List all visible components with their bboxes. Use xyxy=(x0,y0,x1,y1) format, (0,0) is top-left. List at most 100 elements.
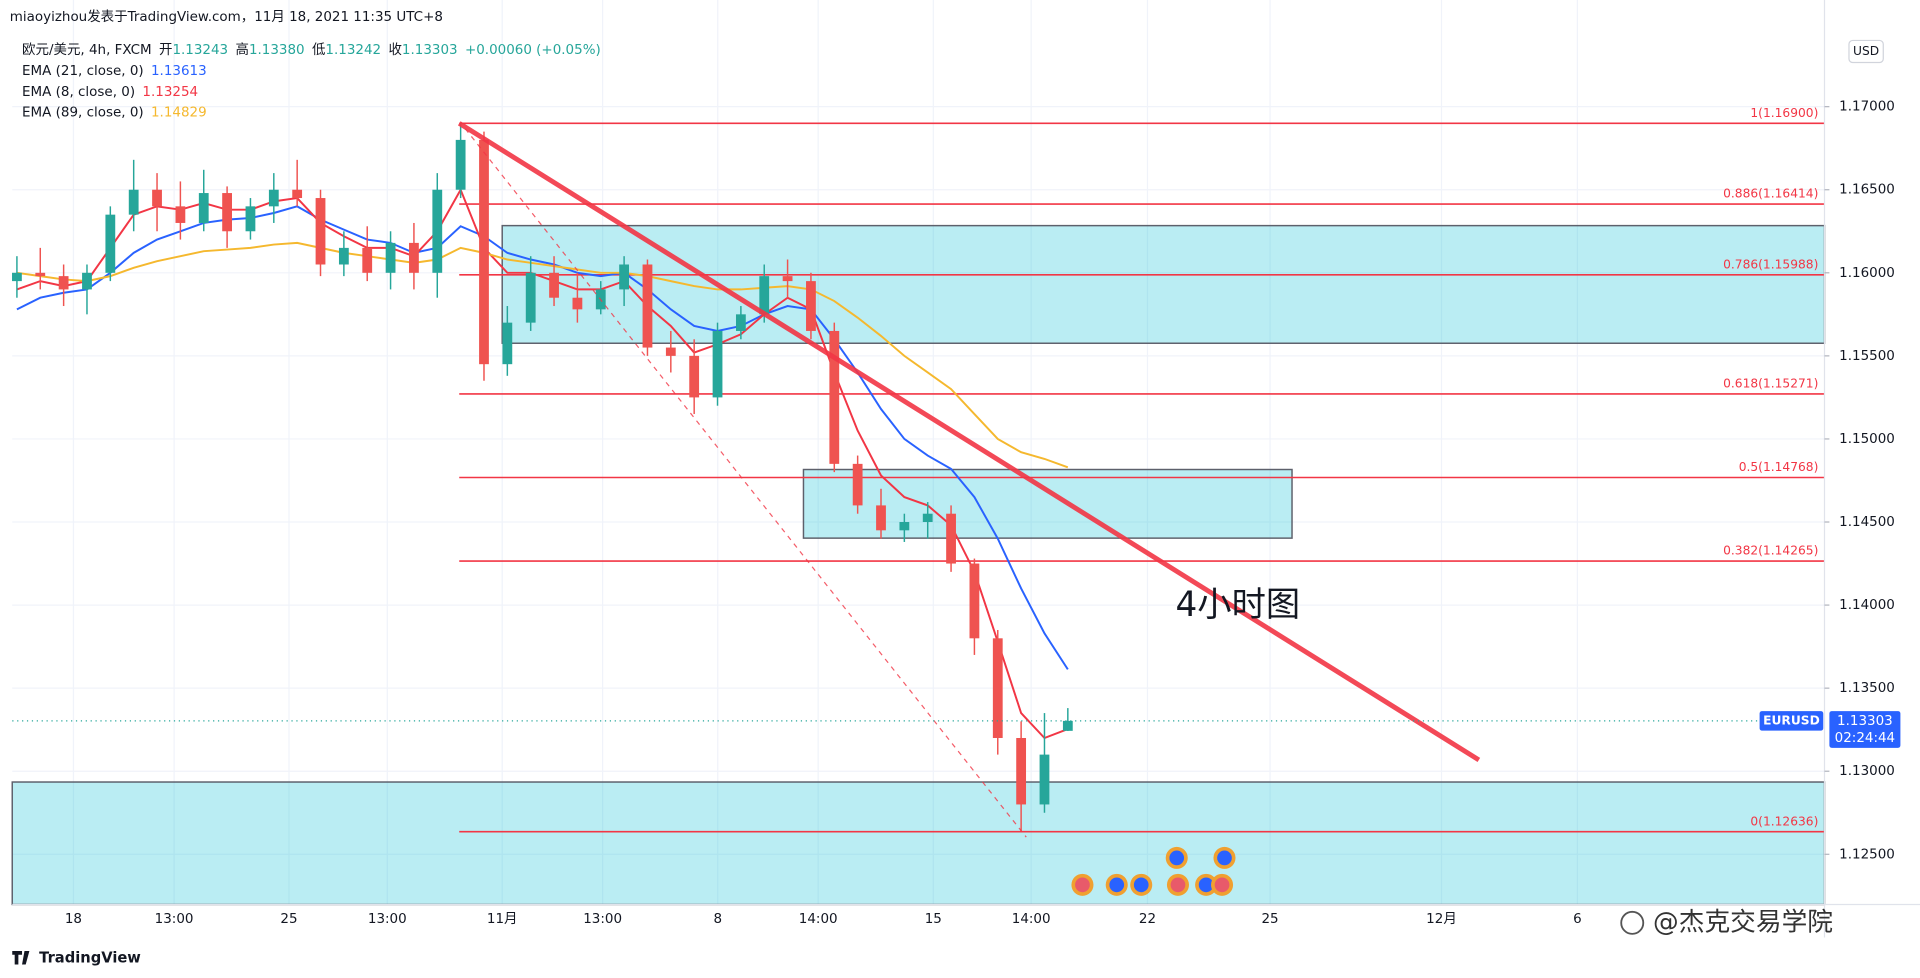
brand: TradingView xyxy=(39,949,141,966)
candle-body xyxy=(665,347,676,356)
candle-body xyxy=(806,281,816,331)
candle-body xyxy=(128,189,139,215)
candle-body xyxy=(455,139,466,190)
legend-entry: EMA (89, close, 0) 1.14829 xyxy=(22,105,207,121)
fib-label: 1(1.16900) xyxy=(1750,106,1818,120)
symbol-tag-label: EURUSD xyxy=(1763,713,1820,727)
ohlc-label: 低 xyxy=(312,42,326,58)
watermark-icon xyxy=(1620,910,1645,935)
x-tick-label: 18 xyxy=(65,911,82,927)
fib-label: 0.5(1.14768) xyxy=(1739,460,1819,474)
annotation: 4小时图 xyxy=(1176,585,1301,625)
candle-body xyxy=(245,206,256,232)
currency[interactable]: USD xyxy=(1853,44,1879,58)
candle-body xyxy=(362,247,373,273)
candle-body xyxy=(992,638,1003,738)
fib-label: 0.618(1.15271) xyxy=(1723,377,1818,391)
y-tick-label: 1.17000 xyxy=(1839,99,1895,115)
zone xyxy=(11,781,1826,906)
symbol: 欧元/美元, 4h, FXCM xyxy=(22,42,152,58)
legend-name: EMA (8, close, 0) xyxy=(22,84,135,100)
candle-body xyxy=(12,272,22,282)
y-tick-label: 1.13000 xyxy=(1839,763,1895,779)
candle-body xyxy=(1039,754,1050,805)
ohlc-label: 高 xyxy=(235,41,248,58)
indicator-legend: EMA (21, close, 0) 1.13613 EMA (8, close, … xyxy=(22,63,207,121)
event-icon xyxy=(1217,850,1232,866)
event-icon xyxy=(1214,877,1230,893)
candle-body xyxy=(152,189,162,207)
legend-name: EMA (21, close, 0) xyxy=(22,63,144,79)
legend-entry: EMA (8, close, 0) 1.13254 xyxy=(22,84,198,100)
y-tick-label: 1.15000 xyxy=(1839,431,1895,447)
candle-body xyxy=(1062,720,1073,731)
event-icon xyxy=(1109,877,1125,893)
event-icons xyxy=(1071,846,1236,896)
event-icon xyxy=(1133,877,1149,893)
y-tick-label: 1.16500 xyxy=(1839,182,1895,198)
x-tick-label: 22 xyxy=(1139,911,1156,927)
candle-body xyxy=(549,272,559,298)
legend-value: 1.13254 xyxy=(142,84,198,100)
candle-body xyxy=(969,563,980,639)
y-tick-label: 1.15500 xyxy=(1839,348,1895,364)
x-tick-label: 13:00 xyxy=(155,911,194,927)
legend-name: EMA (89, close, 0) xyxy=(22,105,144,121)
y-tick-label: 1.16000 xyxy=(1839,265,1895,281)
fib-label: 0.382(1.14265) xyxy=(1723,544,1818,558)
candle-body xyxy=(268,189,279,207)
candle-body xyxy=(432,189,443,273)
x-tick-label: 14:00 xyxy=(799,911,838,927)
x-tick-label: 12月 xyxy=(1426,911,1457,927)
candle-body xyxy=(315,198,326,265)
fib-label: 0.786(1.15988) xyxy=(1723,257,1818,271)
byline: miaoyizhou发表于TradingView.com，11月 18, 202… xyxy=(10,9,443,25)
brand-logo xyxy=(12,951,30,965)
y-tick-label: 1.13500 xyxy=(1839,680,1895,696)
candle-body xyxy=(35,272,46,277)
x-tick-label: 11月 xyxy=(487,911,518,927)
x-tick-label: 13:00 xyxy=(583,911,622,927)
event-icon xyxy=(1170,877,1186,893)
x-tick-label: 8 xyxy=(713,911,722,927)
ohlc-label: 开 xyxy=(159,42,172,58)
symbol-tag xyxy=(1759,711,1824,731)
ema-line xyxy=(16,205,1069,670)
countdown: 02:24:44 xyxy=(1835,730,1895,746)
ohlc-label: 收 xyxy=(388,42,401,58)
candle-body xyxy=(502,322,513,365)
candle-body xyxy=(689,355,700,398)
x-tick-label: 25 xyxy=(280,911,297,927)
candle-body xyxy=(759,276,770,315)
candle-body xyxy=(1016,737,1027,805)
candle-body xyxy=(829,330,840,464)
event-icon xyxy=(1198,877,1214,893)
candle-body xyxy=(385,242,396,273)
trendline xyxy=(457,121,1481,763)
candle-body xyxy=(82,272,92,290)
candle-body xyxy=(105,214,116,273)
change: +0.00060 (+0.05%) xyxy=(465,42,601,58)
x-tick-label: 13:00 xyxy=(368,911,407,927)
candle-body xyxy=(922,513,933,523)
y-tick-label: 1.14000 xyxy=(1839,597,1895,613)
candle-body xyxy=(642,264,653,348)
zone xyxy=(501,224,1826,344)
candle-body xyxy=(409,242,419,273)
price-tag xyxy=(1829,711,1901,748)
currency-button[interactable] xyxy=(1848,39,1884,64)
candle-body xyxy=(572,297,583,310)
fib-label: 0.886(1.16414) xyxy=(1723,187,1818,201)
candle-body xyxy=(619,264,630,290)
candle-body xyxy=(198,193,209,223)
ohlc-value: 1.13380 xyxy=(249,42,305,58)
watermark: @杰克交易学院 xyxy=(1653,907,1833,937)
candle-body xyxy=(876,505,886,531)
x-tick-label: 6 xyxy=(1573,911,1582,927)
candle-body xyxy=(525,272,536,323)
candle-body xyxy=(222,193,232,232)
candle-body xyxy=(338,247,349,265)
